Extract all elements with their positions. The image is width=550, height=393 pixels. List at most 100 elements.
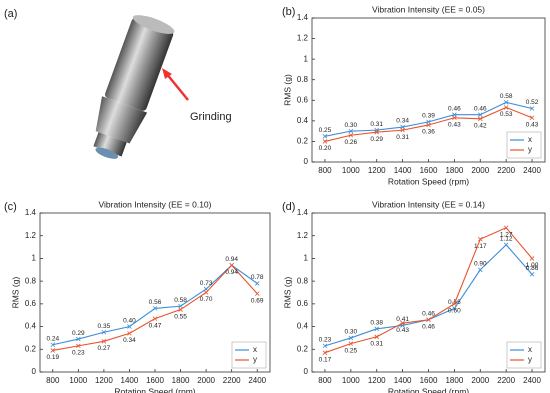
point-marker	[477, 116, 483, 122]
point-marker	[452, 301, 457, 307]
y-tick-label: 0.2	[297, 344, 309, 353]
chart-title: Vibration Intensity (EE = 0.14)	[372, 199, 485, 209]
chart: (b) 0 0.2 0.4 0.6 0.8 1 1.2 1.4 800 1000 1200 1400 16…	[282, 4, 546, 186]
data-label: 0.47	[149, 322, 162, 329]
data-label: 0.29	[370, 136, 383, 143]
x-tick-label: 800	[46, 376, 60, 385]
x-tick-label: 2400	[523, 166, 541, 175]
data-label: 0.60	[448, 308, 461, 315]
point-marker	[152, 306, 158, 311]
data-label: 0.94	[225, 269, 238, 276]
y-tick-label: 0	[32, 367, 37, 376]
point-marker	[374, 326, 380, 332]
point-marker	[76, 343, 81, 349]
x-tick-label: 1200	[368, 376, 386, 385]
x-tick-label: 1600	[420, 166, 438, 175]
data-label: 0.25	[319, 127, 332, 134]
legend-entry: x	[528, 135, 532, 144]
y-tick-label: 0.4	[25, 322, 37, 331]
x-axis-label: Rotation Speed (rpm)	[388, 386, 469, 393]
y-tick-label: 0	[304, 157, 309, 166]
chart-title: Vibration Intensity (EE = 0.05)	[372, 4, 485, 14]
data-label: 0.31	[370, 121, 383, 128]
y-tick-label: 0.8	[297, 75, 309, 84]
data-label: 0.34	[396, 118, 409, 125]
data-label: 0.39	[422, 113, 435, 120]
legend-entry: y	[528, 355, 532, 364]
x-tick-label: 1400	[121, 376, 139, 385]
y-tick-label: 0.4	[297, 322, 309, 331]
y-axis-label: RMS (g)	[282, 277, 292, 309]
y-tick-label: 0.8	[297, 276, 309, 285]
point-marker	[374, 127, 380, 133]
data-label: 0.23	[72, 350, 85, 357]
data-label: 0.52	[526, 99, 539, 106]
data-label: 1.00	[526, 262, 539, 269]
data-label: 0.34	[123, 337, 136, 344]
point-marker	[426, 122, 431, 128]
data-label: 0.73	[200, 280, 213, 287]
data-label: 0.30	[345, 329, 358, 336]
arrow	[165, 72, 189, 101]
data-label: 0.41	[396, 316, 409, 323]
legend-entry: x	[528, 345, 532, 354]
point-marker	[503, 242, 509, 248]
data-label: 0.31	[396, 134, 409, 141]
point-marker	[400, 320, 405, 326]
data-label: 0.23	[319, 337, 332, 344]
point-marker	[254, 291, 260, 296]
chart: (c) 0 0.2 0.4 0.6 0.8 1 1.2 1.4 800 1000 1200 1400 16…	[4, 199, 271, 393]
point-marker	[76, 336, 81, 342]
point-marker	[503, 225, 509, 231]
y-tick-label: 1	[304, 254, 309, 263]
chart: (d) 0 0.2 0.4 0.6 0.8 1 1.2 1.4 800 1000 1200 1400 16…	[282, 199, 546, 393]
point-marker	[50, 348, 56, 353]
data-label: 1.17	[474, 243, 487, 250]
point-marker	[477, 267, 483, 273]
y-tick-label: 1.2	[297, 231, 309, 240]
y-tick-label: 0.8	[25, 276, 37, 285]
point-marker	[374, 129, 380, 135]
data-label: 0.94	[225, 256, 238, 263]
data-label: 0.42	[474, 123, 487, 130]
y-tick-label: 1	[304, 54, 309, 63]
point-marker	[322, 343, 328, 349]
point-marker	[229, 262, 234, 268]
point-marker	[477, 236, 483, 242]
point-marker	[178, 307, 183, 312]
point-marker	[529, 256, 535, 261]
y-tick-label: 0	[304, 367, 309, 376]
legend-box	[506, 341, 542, 369]
point-marker	[529, 272, 535, 277]
x-axis-label: Rotation Speed (rpm)	[114, 386, 195, 393]
point-marker	[374, 334, 380, 340]
point-marker	[322, 350, 328, 355]
point-marker	[127, 331, 132, 336]
y-tick-label: 0.6	[297, 95, 309, 104]
point-marker	[322, 134, 328, 139]
y-tick-label: 1	[32, 254, 37, 263]
point-marker	[452, 306, 457, 311]
data-label: 0.43	[526, 121, 539, 128]
point-marker	[203, 290, 209, 295]
point-marker	[101, 339, 107, 344]
y-tick-label: 1.4	[297, 208, 309, 217]
legend-entry: y	[528, 145, 532, 154]
tool-image	[93, 15, 175, 159]
data-label: 0.58	[174, 297, 187, 304]
chart-title: Vibration Intensity (EE = 0.10)	[98, 199, 211, 209]
x-tick-label: 1800	[445, 166, 463, 175]
data-label: 0.78	[251, 274, 264, 281]
x-tick-label: 1000	[342, 166, 360, 175]
legend-entry: y	[253, 355, 257, 364]
point-marker	[254, 281, 260, 286]
point-marker	[322, 139, 328, 144]
x-tick-label: 1600	[146, 376, 164, 385]
x-tick-label: 800	[318, 166, 332, 175]
x-tick-label: 1200	[95, 376, 113, 385]
data-label: 0.58	[500, 93, 513, 100]
x-tick-label: 1600	[420, 376, 438, 385]
x-tick-label: 1000	[69, 376, 87, 385]
y-tick-label: 0.6	[25, 299, 37, 308]
